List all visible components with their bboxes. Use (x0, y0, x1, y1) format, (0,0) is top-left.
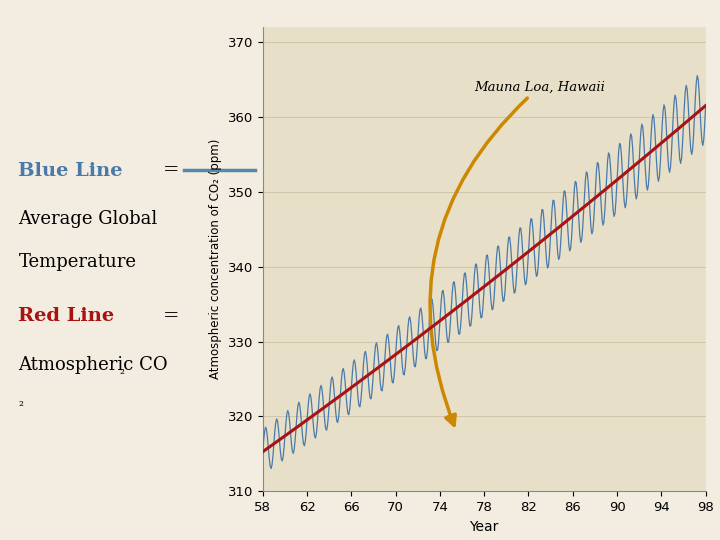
Text: Red Line: Red Line (19, 307, 114, 325)
Y-axis label: Atmospheric concentration of CO₂ (ppm): Atmospheric concentration of CO₂ (ppm) (209, 139, 222, 380)
Text: =: = (163, 161, 179, 179)
Text: Atmospheric CO: Atmospheric CO (19, 356, 168, 374)
Text: ₂: ₂ (19, 396, 23, 409)
Text: =: = (163, 307, 179, 325)
Text: Temperature: Temperature (19, 253, 136, 271)
Text: ₂: ₂ (120, 363, 125, 377)
Text: Mauna Loa, Hawaii: Mauna Loa, Hawaii (430, 80, 605, 426)
Text: Average Global: Average Global (19, 210, 158, 228)
Text: Blue Line: Blue Line (19, 161, 123, 179)
X-axis label: Year: Year (469, 519, 499, 534)
